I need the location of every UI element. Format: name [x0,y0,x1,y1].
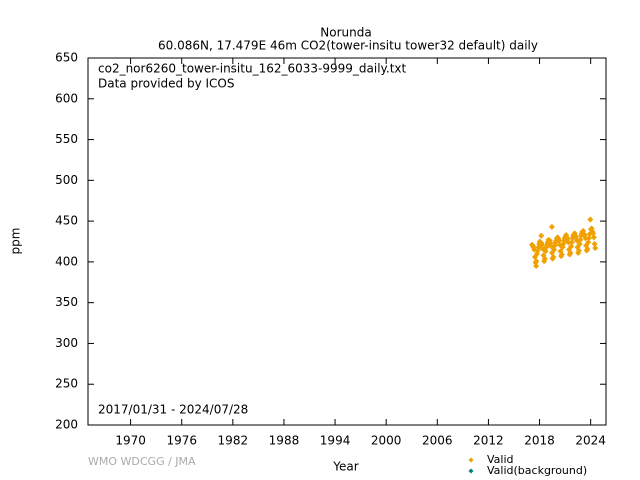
point [548,223,555,230]
y-tick-label: 550 [55,132,78,146]
x-tick-label: 1970 [115,434,146,448]
x-tick-label: 2006 [422,434,453,448]
point [567,249,574,256]
y-tick-label: 250 [55,377,78,391]
point [576,240,583,247]
point [587,216,594,223]
y-tick-label: 600 [55,91,78,105]
point [533,262,540,269]
point [568,239,575,246]
x-tick-label: 2000 [371,434,402,448]
y-tick-label: 400 [55,254,78,268]
credit: WMO WDCGG / JMA [88,455,196,468]
x-tick-label: 1994 [320,434,351,448]
point [592,245,599,252]
point [591,240,598,247]
y-tick-label: 500 [55,173,78,187]
x-axis-label: Year [332,460,358,474]
point [565,239,572,246]
point [539,241,546,248]
point [590,230,597,237]
legend-marker [468,457,474,463]
x-tick-label: 1976 [166,434,197,448]
point [585,235,592,242]
legend-label: Valid(background) [487,464,587,477]
plot-frame [87,57,607,426]
y-tick-label: 350 [55,295,78,309]
file-name: co2_nor6260_tower-insitu_162_6033-9999_d… [98,62,407,76]
point [568,243,575,250]
point [533,258,540,265]
legend-marker [468,468,474,474]
point [551,246,558,253]
point [538,232,545,239]
x-tick-label: 1988 [269,434,300,448]
point [550,253,557,260]
y-tick-label: 450 [55,214,78,228]
point [582,235,589,242]
x-tick-label: 1982 [218,434,249,448]
x-tick-label: 2024 [575,434,606,448]
point [577,236,584,243]
date-range: 2017/01/31 - 2024/07/28 [98,403,248,417]
y-tick-label: 650 [55,51,78,65]
legend-label: Valid [487,453,514,466]
chart-subtitle: 60.086N, 17.479E 46m CO2(tower-insitu to… [158,39,538,53]
point [590,234,597,241]
provider: Data provided by ICOS [98,77,234,91]
point [542,248,549,255]
point [584,245,591,252]
x-tick-label: 2012 [473,434,504,448]
x-tick-label: 2018 [524,434,555,448]
y-tick-label: 300 [55,336,78,350]
point [585,239,592,246]
y-axis-label: ppm [9,228,23,255]
point [558,251,565,258]
point [575,247,582,254]
point [556,237,563,244]
point [541,255,548,262]
y-tick-label: 200 [55,418,78,432]
chart-title: Norunda [320,26,371,40]
